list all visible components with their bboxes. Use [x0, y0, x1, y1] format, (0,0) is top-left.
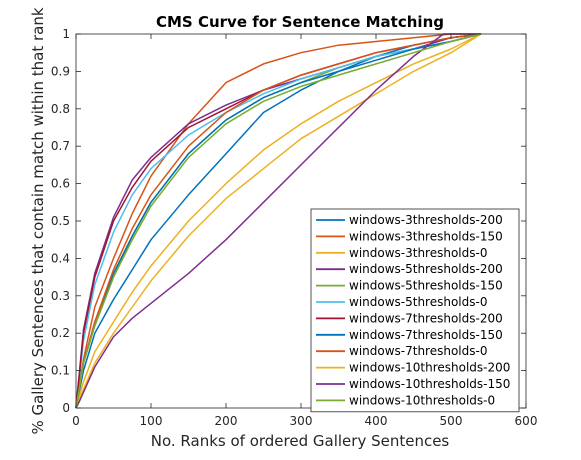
x-tick-label: 500 — [440, 414, 463, 428]
legend-label-7: windows-7thresholds-200 — [349, 311, 503, 325]
legend-label-6: windows-5thresholds-0 — [349, 295, 487, 309]
y-tick-label: 1 — [62, 27, 70, 41]
series-line-3 — [75, 33, 482, 409]
series-line-10 — [75, 33, 482, 409]
y-tick-label: 0.6 — [51, 177, 70, 191]
legend-label-12: windows-10thresholds-0 — [349, 393, 495, 407]
y-tick-label: 0.2 — [51, 326, 70, 340]
legend-label-5: windows-5thresholds-150 — [349, 279, 503, 293]
y-tick-label: 0.5 — [51, 214, 70, 228]
legend: windows-3thresholds-200 windows-3threshol… — [310, 208, 520, 413]
y-tick-label: 0.3 — [51, 289, 70, 303]
series-line-12 — [75, 33, 482, 409]
series-line-2 — [75, 33, 481, 409]
y-tick-label: 0.9 — [51, 64, 70, 78]
y-tick-label: 0.1 — [51, 364, 70, 378]
y-axis-label: % Gallery Sentences that contain match w… — [29, 7, 47, 434]
x-axis-label: No. Ranks of ordered Gallery Sentences — [151, 432, 450, 450]
x-tick-label: 100 — [140, 414, 163, 428]
y-tick-label: 0.7 — [51, 139, 70, 153]
x-tick-label: 200 — [215, 414, 238, 428]
series-line-9 — [75, 33, 482, 409]
legend-label-8: windows-7thresholds-150 — [349, 328, 503, 342]
legend-label-4: windows-5thresholds-200 — [349, 262, 503, 276]
legend-label-10: windows-10thresholds-200 — [349, 361, 510, 375]
chart-title: CMS Curve for Sentence Matching — [156, 13, 444, 31]
legend-label-11: windows-10thresholds-150 — [349, 377, 510, 391]
y-tick-label: 0.4 — [51, 251, 70, 265]
legend-label-1: windows-3thresholds-200 — [349, 213, 503, 227]
x-tick-label: 600 — [515, 414, 538, 428]
y-tick-label: 0.8 — [51, 102, 70, 116]
x-tick-label: 300 — [290, 414, 313, 428]
legend-label-2: windows-3thresholds-150 — [349, 229, 503, 243]
series-line-1 — [75, 33, 482, 409]
legend-label-3: windows-3thresholds-0 — [349, 246, 487, 260]
legend-label-9: windows-7thresholds-0 — [349, 344, 487, 358]
x-tick-label: 0 — [72, 414, 80, 428]
y-tick-label: 0 — [62, 401, 70, 415]
x-tick-label: 400 — [365, 414, 388, 428]
legend-box — [310, 208, 520, 413]
series-line-11 — [75, 33, 481, 409]
